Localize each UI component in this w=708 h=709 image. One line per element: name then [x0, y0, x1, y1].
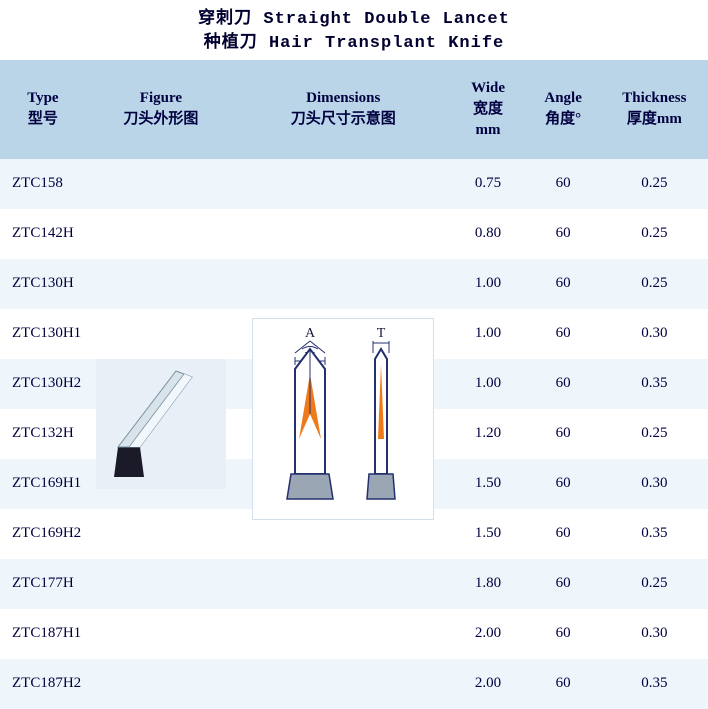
col-angle-cn: 角度° [545, 111, 581, 127]
cell-angle: 60 [526, 559, 601, 609]
title-line-2: 种植刀 Hair Transplant Knife [204, 34, 504, 53]
table-row: ZTC187H2 2.00600.35 [0, 659, 708, 709]
cell-dimensions [236, 209, 451, 259]
lancet-figure-icon [96, 359, 226, 489]
col-type-en: Type [27, 90, 58, 106]
cell-thickness: 0.25 [601, 259, 708, 309]
cell-type: ZTC158 [0, 159, 86, 209]
cell-angle: 60 [526, 459, 601, 509]
cell-dimensions [236, 559, 451, 609]
cell-angle: 60 [526, 159, 601, 209]
cell-type: ZTC169H2 [0, 509, 86, 559]
cell-angle: 60 [526, 409, 601, 459]
cell-type: ZTC187H2 [0, 659, 86, 709]
cell-thickness: 0.30 [601, 309, 708, 359]
cell-dimensions [236, 659, 451, 709]
cell-wide: 0.80 [451, 209, 526, 259]
cell-figure [86, 309, 236, 359]
cell-type: ZTC130H1 [0, 309, 86, 359]
cell-type: ZTC169H1 [0, 459, 86, 509]
cell-thickness: 0.35 [601, 509, 708, 559]
cell-dimensions [236, 259, 451, 309]
dimensions-diagram-icon: AWT [253, 319, 433, 519]
table-row: ZTC169H1 AWT1.50600.30 [0, 459, 708, 509]
page-title: 穿刺刀 Straight Double Lancet 种植刀 Hair Tran… [0, 0, 708, 60]
cell-wide: 1.00 [451, 359, 526, 409]
svg-text:T: T [377, 326, 386, 341]
cell-type: ZTC132H [0, 409, 86, 459]
table-row: ZTC130H 1.00600.25 [0, 259, 708, 309]
cell-figure [86, 259, 236, 309]
cell-angle: 60 [526, 259, 601, 309]
cell-figure [86, 209, 236, 259]
col-type: Type 型号 [0, 60, 86, 159]
cell-wide: 1.50 [451, 459, 526, 509]
col-dimensions: Dimensions 刀头尺寸示意图 [236, 60, 451, 159]
cell-dimensions: AWT [236, 459, 451, 509]
cell-wide: 1.20 [451, 409, 526, 459]
cell-angle: 60 [526, 509, 601, 559]
cell-figure [86, 159, 236, 209]
col-type-cn: 型号 [28, 111, 58, 127]
col-figure-en: Figure [140, 90, 182, 106]
col-thk-cn: 厚度mm [627, 111, 682, 127]
col-angle: Angle 角度° [526, 60, 601, 159]
cell-figure [86, 459, 236, 509]
col-figure-cn: 刀头外形图 [123, 111, 198, 127]
cell-figure [86, 659, 236, 709]
col-figure: Figure 刀头外形图 [86, 60, 236, 159]
cell-thickness: 0.30 [601, 459, 708, 509]
col-wide-en: Wide [471, 80, 505, 96]
cell-wide: 1.80 [451, 559, 526, 609]
cell-type: ZTC130H [0, 259, 86, 309]
cell-thickness: 0.25 [601, 409, 708, 459]
cell-thickness: 0.35 [601, 659, 708, 709]
cell-figure [86, 509, 236, 559]
cell-angle: 60 [526, 309, 601, 359]
cell-type: ZTC177H [0, 559, 86, 609]
cell-wide: 0.75 [451, 159, 526, 209]
col-thk-en: Thickness [622, 90, 686, 106]
col-wide-unit: mm [476, 122, 501, 138]
cell-thickness: 0.25 [601, 209, 708, 259]
col-wide-cn: 宽度 [473, 101, 503, 117]
cell-figure [86, 559, 236, 609]
table-header-row: Type 型号 Figure 刀头外形图 Dimensions 刀头尺寸示意图 … [0, 60, 708, 159]
cell-dimensions [236, 159, 451, 209]
cell-wide: 1.00 [451, 259, 526, 309]
table-row: ZTC142H 0.80600.25 [0, 209, 708, 259]
title-line-1: 穿刺刀 Straight Double Lancet [198, 10, 510, 29]
col-thickness: Thickness 厚度mm [601, 60, 708, 159]
cell-thickness: 0.25 [601, 559, 708, 609]
table-row: ZTC177H 1.80600.25 [0, 559, 708, 609]
cell-wide: 2.00 [451, 659, 526, 709]
cell-type: ZTC130H2 [0, 359, 86, 409]
table-body: ZTC1580.75600.25ZTC142H0.80600.25ZTC130H… [0, 159, 708, 709]
svg-text:A: A [305, 326, 316, 341]
col-dim-en: Dimensions [306, 90, 380, 106]
table-row: ZTC158 0.75600.25 [0, 159, 708, 209]
col-wide: Wide 宽度 mm [451, 60, 526, 159]
cell-angle: 60 [526, 659, 601, 709]
col-dim-cn: 刀头尺寸示意图 [291, 111, 396, 127]
cell-type: ZTC142H [0, 209, 86, 259]
cell-angle: 60 [526, 359, 601, 409]
col-angle-en: Angle [544, 90, 582, 106]
product-table: Type 型号 Figure 刀头外形图 Dimensions 刀头尺寸示意图 … [0, 60, 708, 709]
cell-thickness: 0.25 [601, 159, 708, 209]
cell-wide: 1.50 [451, 509, 526, 559]
cell-thickness: 0.35 [601, 359, 708, 409]
cell-wide: 1.00 [451, 309, 526, 359]
cell-angle: 60 [526, 209, 601, 259]
